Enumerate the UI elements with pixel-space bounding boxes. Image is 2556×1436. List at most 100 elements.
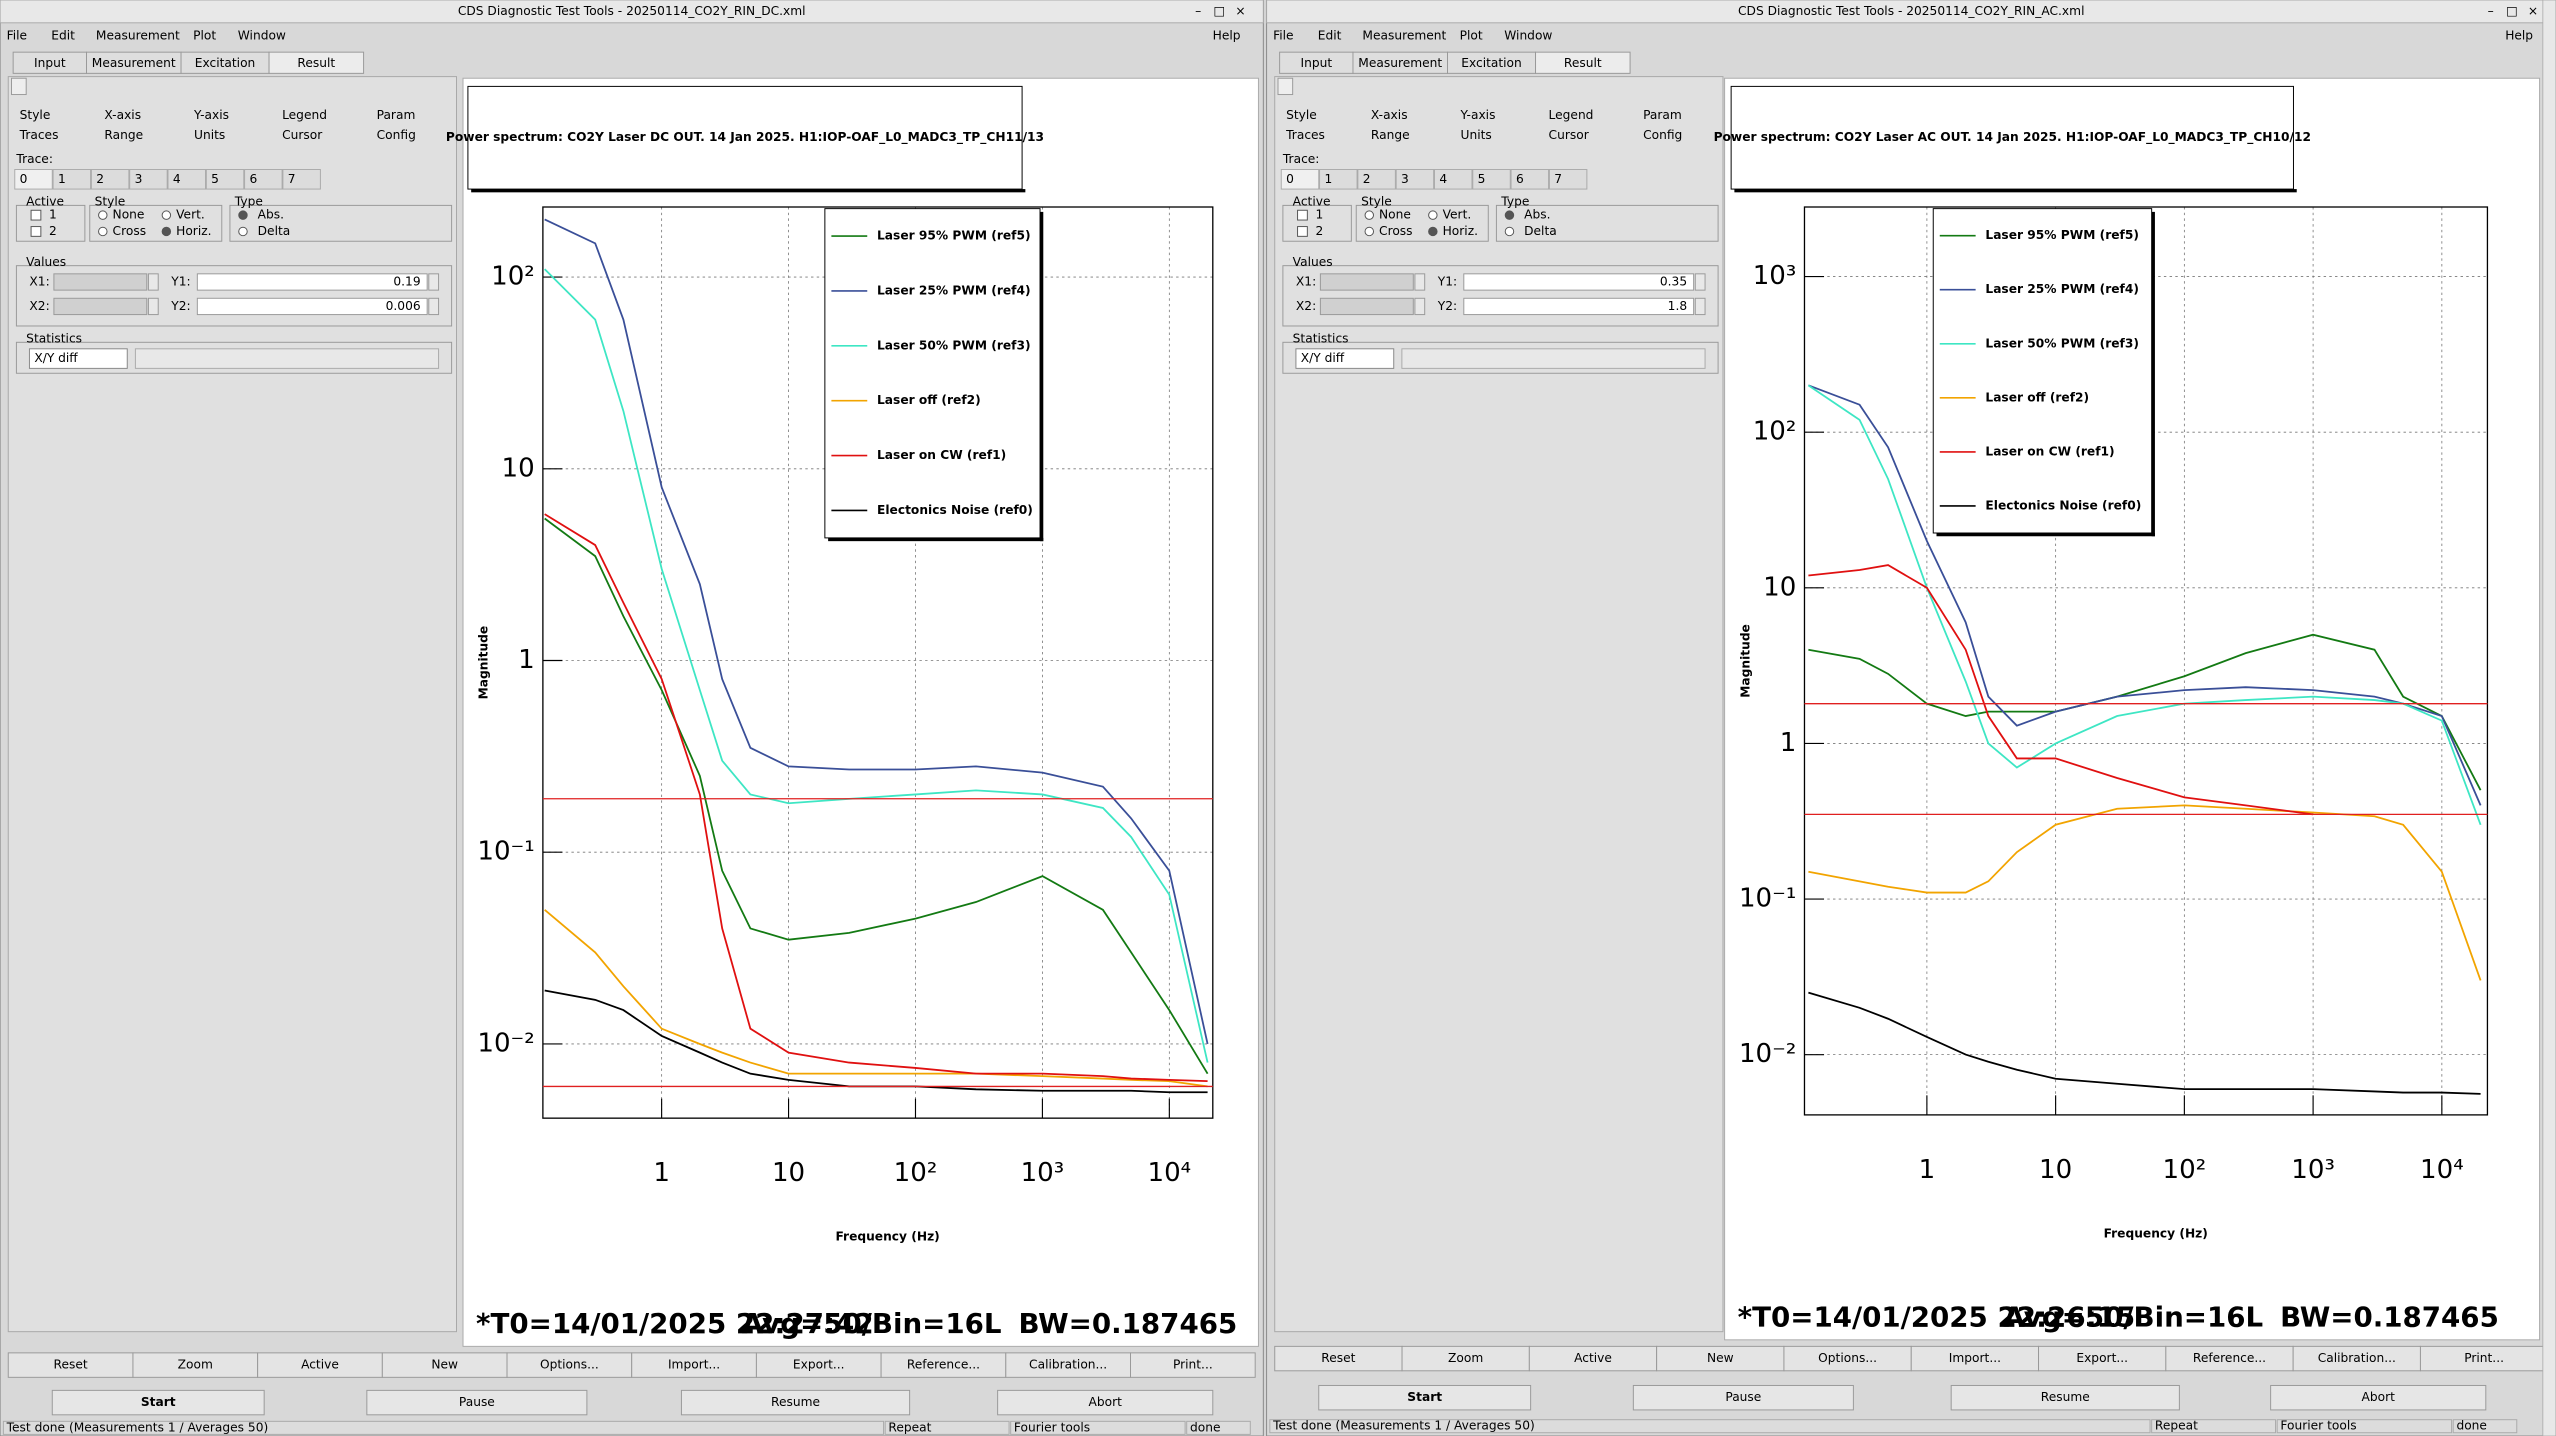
subtab[interactable]: Config <box>1643 128 1682 142</box>
radio[interactable] <box>1364 226 1375 237</box>
run-button[interactable] <box>997 1389 1214 1416</box>
button[interactable] <box>1783 1345 1912 1372</box>
active-trace[interactable]: 1 <box>1315 208 1323 222</box>
trace-tab-label[interactable]: 6 <box>1516 172 1524 186</box>
style-option[interactable]: None <box>113 208 145 222</box>
trace-tab-label[interactable]: 7 <box>1554 172 1562 186</box>
statistics-value[interactable]: X/Y diff <box>1301 351 1345 365</box>
button-label[interactable]: Import... <box>668 1358 720 1372</box>
scroll-left[interactable] <box>1277 77 1294 96</box>
subtab[interactable]: Legend <box>1549 108 1594 122</box>
trace-tab-label[interactable]: 1 <box>1324 172 1332 186</box>
radio[interactable] <box>1504 210 1515 220</box>
active-trace[interactable]: 1 <box>49 208 57 222</box>
trace-tab-label[interactable]: 1 <box>58 172 66 186</box>
spin[interactable] <box>1414 273 1426 291</box>
trace-tab-label[interactable]: 4 <box>173 172 181 186</box>
tab-label[interactable]: Excitation <box>195 56 256 70</box>
field-input[interactable] <box>53 273 148 291</box>
active-trace[interactable]: 2 <box>49 224 57 238</box>
button-label[interactable]: Reference... <box>907 1358 980 1372</box>
window-control[interactable]: – <box>2488 4 2494 18</box>
tab-label[interactable]: Measurement <box>92 56 176 70</box>
field-input[interactable] <box>1463 297 1695 316</box>
scrollbar[interactable] <box>2542 0 2556 1436</box>
menu-item[interactable]: File <box>1273 28 1293 42</box>
tab-label[interactable]: Measurement <box>1358 56 1442 70</box>
subtab[interactable]: Style <box>1286 108 1317 122</box>
button[interactable] <box>631 1352 757 1378</box>
run-button[interactable] <box>1950 1384 2180 1411</box>
trace-tab[interactable] <box>1472 169 1511 190</box>
button-label[interactable]: Reference... <box>2193 1351 2266 1365</box>
tab[interactable] <box>1535 51 1631 74</box>
run-button[interactable] <box>1318 1384 1532 1411</box>
trace-tab-label[interactable]: 0 <box>20 172 28 186</box>
subtab[interactable]: X-axis <box>1371 108 1408 122</box>
radio[interactable] <box>98 210 108 220</box>
run-button-label[interactable]: Pause <box>1725 1390 1761 1404</box>
radio[interactable] <box>238 210 248 220</box>
subtab[interactable]: Config <box>377 128 416 142</box>
button-label[interactable]: Active <box>1574 1351 1612 1365</box>
type-option[interactable]: Abs. <box>258 208 284 222</box>
statistics-value[interactable]: X/Y diff <box>34 351 78 365</box>
menu-item[interactable]: Measurement <box>96 28 180 42</box>
subtab[interactable]: Legend <box>282 108 327 122</box>
menu-item[interactable]: Window <box>1504 28 1552 42</box>
button[interactable] <box>2038 1345 2167 1372</box>
radio[interactable] <box>238 226 248 237</box>
style-option[interactable]: Vert. <box>176 208 205 222</box>
checkbox[interactable] <box>1297 209 1308 221</box>
menu-item[interactable]: Edit <box>1318 28 1342 42</box>
button[interactable] <box>1910 1345 2040 1372</box>
style-option[interactable]: Horiz. <box>1443 224 1478 238</box>
trace-tab[interactable] <box>1395 169 1435 190</box>
window-control[interactable]: □ <box>1214 4 1226 18</box>
subtab[interactable]: Range <box>1371 128 1410 142</box>
button-label[interactable]: Options... <box>540 1358 599 1372</box>
run-button[interactable] <box>2270 1384 2487 1411</box>
trace-tab-label[interactable]: 5 <box>211 172 219 186</box>
button[interactable] <box>132 1352 259 1378</box>
button-label[interactable]: Zoom <box>1448 1351 1483 1365</box>
trace-tab[interactable] <box>1433 169 1473 190</box>
button-label[interactable]: Export... <box>793 1358 845 1372</box>
button-label[interactable]: Options... <box>1818 1351 1877 1365</box>
button[interactable] <box>2165 1345 2294 1372</box>
button[interactable] <box>1656 1345 1785 1372</box>
trace-tab-label[interactable]: 6 <box>249 172 257 186</box>
field-input[interactable] <box>196 297 428 316</box>
menu-item[interactable]: Measurement <box>1362 28 1446 42</box>
trace-tab-label[interactable]: 4 <box>1439 172 1447 186</box>
style-option[interactable]: Vert. <box>1443 208 1472 222</box>
trace-tab-label[interactable]: 0 <box>1286 172 1294 186</box>
button-label[interactable]: Active <box>301 1358 339 1372</box>
spin[interactable] <box>1694 273 1706 291</box>
window-control[interactable]: × <box>2528 4 2538 18</box>
trace-tab[interactable] <box>244 169 283 190</box>
tab-label[interactable]: Result <box>1564 56 1602 70</box>
button[interactable] <box>1129 1352 1256 1378</box>
radio[interactable] <box>98 226 108 237</box>
style-option[interactable]: None <box>1379 208 1411 222</box>
subtab[interactable]: Cursor <box>1549 128 1590 142</box>
button[interactable] <box>506 1352 633 1378</box>
run-button-label[interactable]: Resume <box>771 1395 820 1409</box>
radio[interactable] <box>1364 210 1375 220</box>
tab-label[interactable]: Input <box>34 56 66 70</box>
button-label[interactable]: New <box>431 1358 458 1372</box>
button[interactable] <box>381 1352 508 1378</box>
run-button[interactable] <box>1632 1384 1854 1411</box>
spin[interactable] <box>428 297 440 316</box>
window-control[interactable]: – <box>1195 4 1201 18</box>
y2-value[interactable]: 1.8 <box>1668 299 1687 313</box>
button[interactable] <box>1401 1345 1530 1372</box>
run-button-label[interactable]: Start <box>141 1395 176 1409</box>
subtab[interactable]: Param <box>1643 108 1682 122</box>
spin[interactable] <box>147 297 159 316</box>
run-button[interactable] <box>366 1389 588 1416</box>
subtab[interactable]: Y-axis <box>193 108 229 122</box>
button-label[interactable]: Reset <box>1321 1351 1355 1365</box>
y1-value[interactable]: 0.19 <box>393 274 420 288</box>
